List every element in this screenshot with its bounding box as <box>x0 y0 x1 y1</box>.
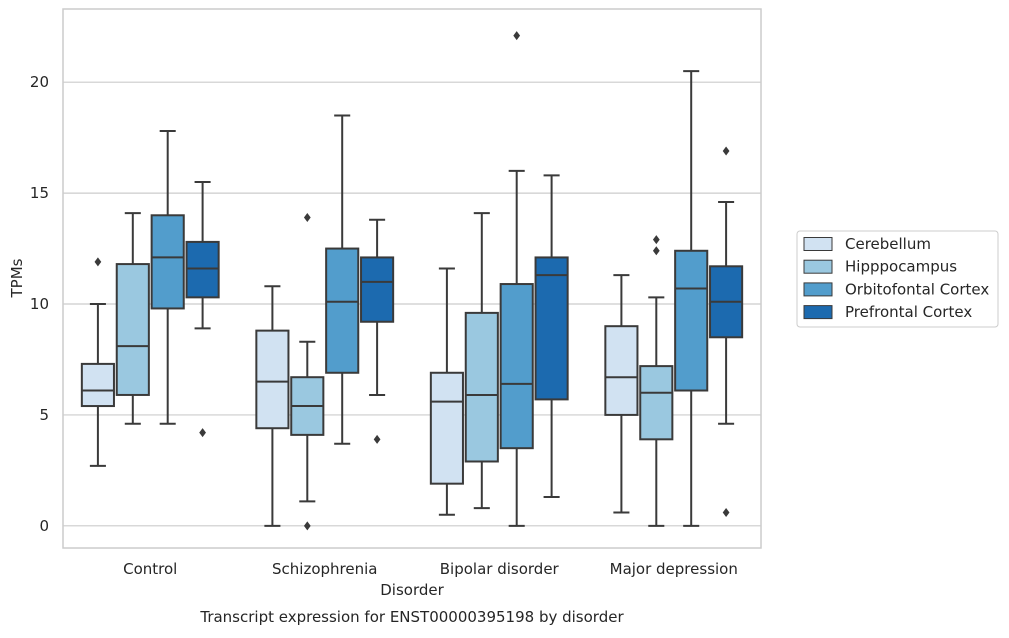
box-iqr <box>255 329 290 430</box>
y-tick-label: 20 <box>30 73 49 91</box>
x-tick-labels: Control Schizophrenia Bipolar disorder Majo… <box>123 560 738 578</box>
box-3-1 <box>639 235 674 527</box>
legend-label: Orbitofontal Cortex <box>845 280 989 298</box>
box-2-3 <box>534 174 569 498</box>
box-iqr <box>185 240 220 299</box>
box-1-0 <box>255 285 290 527</box>
legend-swatch <box>803 305 833 320</box>
box-iqr <box>604 325 639 416</box>
box-iqr <box>674 249 709 392</box>
x-tick-label: Control <box>123 560 177 578</box>
chart-caption: Transcript expression for ENST0000039519… <box>199 608 624 626</box>
y-tick-label: 15 <box>30 184 49 202</box>
outlier-point <box>373 434 381 444</box>
box-iqr <box>534 256 569 401</box>
x-tick-label: Major depression <box>610 560 738 578</box>
box-layer <box>80 31 744 531</box>
outlier-point <box>513 31 521 41</box>
x-tick-label: Bipolar disorder <box>440 560 560 578</box>
legend-frame <box>796 230 999 328</box>
box-iqr <box>80 362 115 408</box>
y-axis-label: TPMs <box>8 258 26 298</box>
x-tick-label: Schizophrenia <box>272 560 377 578</box>
outlier-point <box>303 521 311 531</box>
box-iqr <box>464 311 499 463</box>
box-1-2 <box>325 114 360 445</box>
box-iqr <box>325 247 360 374</box>
outlier-point <box>303 213 311 223</box>
box-iqr <box>150 214 185 310</box>
outlier-point <box>722 508 730 518</box>
box-0-2 <box>150 129 185 425</box>
box-iqr <box>429 371 464 485</box>
outlier-point <box>94 257 102 267</box>
box-3-0 <box>604 274 639 514</box>
box-2-0 <box>429 267 464 516</box>
outlier-point <box>652 246 660 256</box>
outlier-point <box>652 235 660 245</box>
box-1-1 <box>290 213 325 531</box>
box-0-1 <box>115 212 150 425</box>
box-2-2 <box>499 31 534 527</box>
x-axis-label: Disorder <box>380 581 444 599</box>
box-1-3 <box>360 218 395 444</box>
outlier-point <box>199 428 206 438</box>
y-tick-label: 5 <box>39 406 49 424</box>
legend-label: Hipppocampus <box>845 258 957 276</box>
box-0-3 <box>185 181 220 438</box>
box-3-3 <box>709 146 744 518</box>
legend-swatch <box>803 237 833 251</box>
legend-label: Prefrontal Cortex <box>845 303 972 321</box>
y-tick-label: 0 <box>39 517 49 535</box>
y-tick-label: 10 <box>30 295 49 313</box>
box-3-2 <box>674 70 709 527</box>
legend-swatch <box>803 282 833 297</box>
box-0-0 <box>80 257 115 467</box>
box-2-1 <box>464 212 499 510</box>
box-iqr <box>360 256 395 323</box>
box-iqr <box>639 365 674 441</box>
box-iqr <box>115 263 150 396</box>
outlier-point <box>722 146 730 156</box>
plot-frame <box>62 8 762 549</box>
box-iqr <box>499 283 534 450</box>
legend-swatch <box>803 259 833 274</box>
legend-label: Cerebellum <box>845 235 931 253</box>
y-tick-labels: 0 5 10 15 20 <box>30 73 49 535</box>
legend: Cerebellum Hipppocampus Orbitofontal Corte… <box>796 230 999 328</box>
